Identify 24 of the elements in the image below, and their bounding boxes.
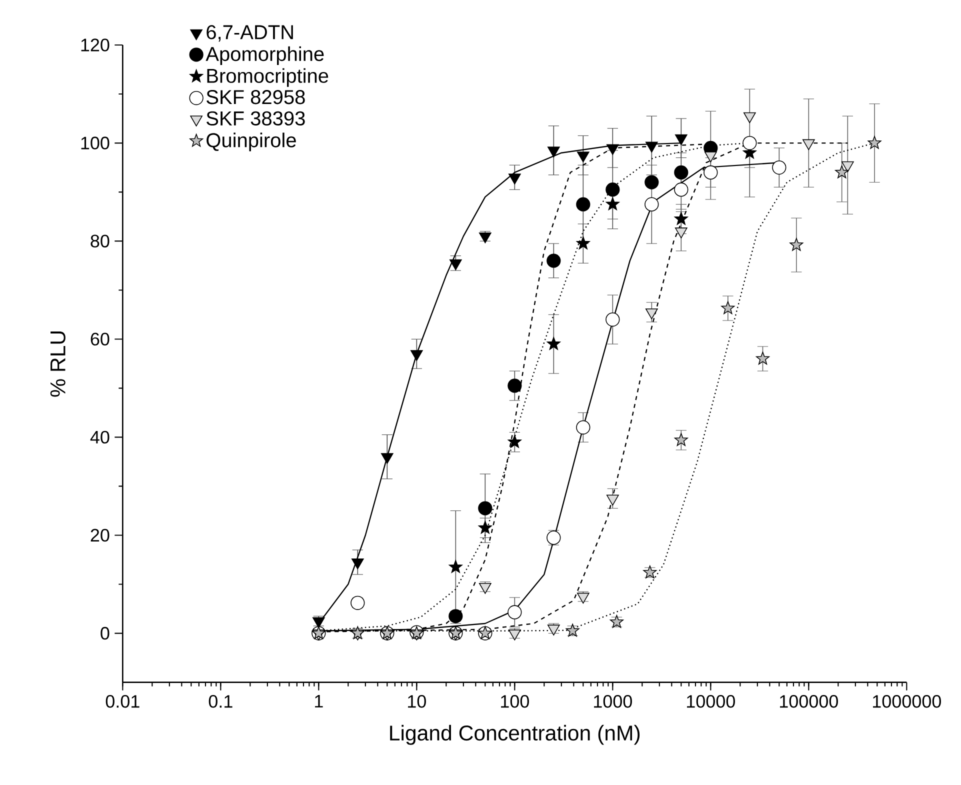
legend-label: Quinpirole bbox=[206, 132, 296, 152]
y-tick-label: 0 bbox=[100, 626, 110, 640]
x-tick-label: 100 bbox=[501, 695, 529, 708]
legend-label: 6,7-ADTN bbox=[206, 25, 293, 42]
y-tick-label: 80 bbox=[90, 234, 110, 248]
x-tick-label: 100000 bbox=[780, 695, 838, 708]
y-tick-label: 60 bbox=[90, 332, 110, 346]
x-tick-label: 10 bbox=[408, 695, 426, 708]
legend-label: SKF 38393 bbox=[206, 111, 305, 126]
y-tick-label: 100 bbox=[81, 136, 110, 150]
x-tick-label: 1000000 bbox=[873, 695, 941, 708]
x-tick-label: 1 bbox=[315, 695, 323, 708]
x-tick-label: 1000 bbox=[594, 695, 632, 708]
x-tick-label: 10000 bbox=[687, 695, 735, 708]
x-tick-label: 0.01 bbox=[106, 695, 140, 708]
x-tick-label: 0.1 bbox=[208, 695, 232, 708]
legend-label: SKF 82958 bbox=[206, 90, 305, 104]
legend-label: Apomorphine bbox=[206, 46, 324, 66]
y-tick-label: 20 bbox=[90, 528, 110, 542]
y-axis-title: % RLU bbox=[50, 332, 66, 397]
legend-label: Bromocriptine bbox=[207, 68, 328, 87]
x-axis-title: Ligand Concentration (nM) bbox=[390, 724, 640, 745]
y-tick-label: 40 bbox=[90, 430, 110, 444]
y-tick-label: 120 bbox=[81, 38, 110, 52]
